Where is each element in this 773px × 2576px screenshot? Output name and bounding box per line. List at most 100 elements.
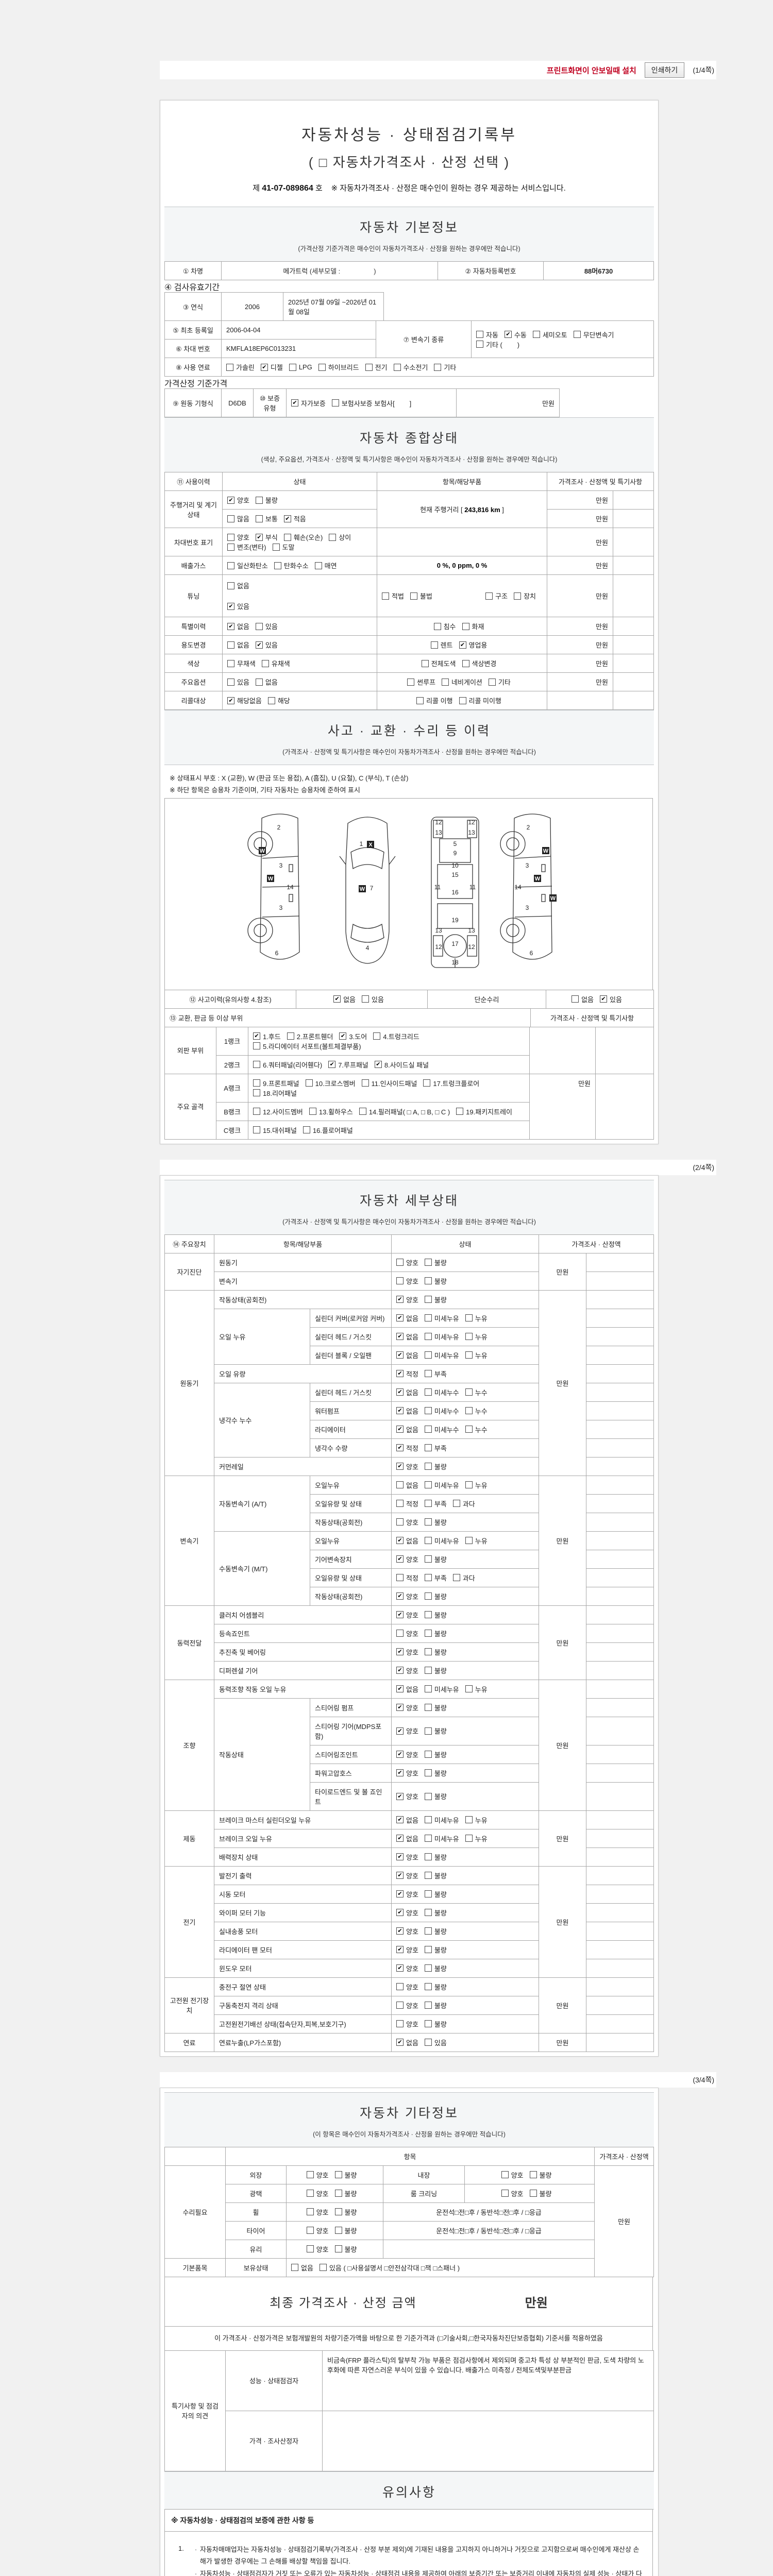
unchecked-checkbox-icon[interactable] (334, 2245, 342, 2253)
checkbox-option[interactable]: ✔ 양호 (396, 1610, 418, 1620)
checkbox-option[interactable]: 세미오토 (532, 330, 567, 340)
checkbox-option[interactable]: 누유 (465, 1480, 488, 1490)
unchecked-checkbox-icon[interactable] (334, 2171, 342, 2179)
unchecked-checkbox-icon[interactable] (488, 678, 496, 686)
checkbox-option[interactable]: ✔ 양호 (396, 1647, 418, 1657)
checked-checkbox-icon[interactable]: ✔ (396, 1555, 404, 1563)
unchecked-checkbox-icon[interactable] (227, 562, 234, 569)
checkbox-option[interactable]: 불량 (424, 1889, 447, 1899)
checkbox-option[interactable]: 15.대쉬패널 (253, 1125, 297, 1135)
unchecked-checkbox-icon[interactable] (396, 1259, 404, 1266)
checkbox-option[interactable]: 불량 (529, 2189, 551, 2198)
unchecked-checkbox-icon[interactable] (334, 2190, 342, 2197)
checkbox-option[interactable]: 색상변경 (462, 658, 496, 668)
checkbox-option[interactable]: 미세누유 (424, 1684, 459, 1694)
checkbox-option[interactable]: ✔ 양호 (396, 1750, 418, 1759)
checkbox-option[interactable]: ✔ 적정 (396, 1443, 418, 1453)
checkbox-option[interactable]: 4.트렁크리드 (373, 1031, 419, 1041)
checked-checkbox-icon[interactable]: ✔ (227, 697, 234, 704)
unchecked-checkbox-icon[interactable] (334, 2227, 342, 2234)
checkbox-option[interactable]: 불량 (424, 1982, 447, 1992)
unchecked-checkbox-icon[interactable] (423, 1079, 431, 1087)
unchecked-checkbox-icon[interactable] (334, 2208, 342, 2216)
unchecked-checkbox-icon[interactable] (361, 1079, 369, 1087)
checkbox-option[interactable]: ✔ 양호 (396, 1926, 418, 1936)
checkbox-option[interactable]: 미세누유 (424, 1332, 459, 1342)
unchecked-checkbox-icon[interactable] (306, 2171, 314, 2179)
unchecked-checkbox-icon[interactable] (424, 2002, 432, 2009)
checkbox-option[interactable]: 양호 (396, 2019, 418, 2029)
checkbox-option[interactable]: LPG (289, 363, 312, 371)
checkbox-option[interactable]: ✔ 없음 (396, 1406, 418, 1416)
checked-checkbox-icon[interactable]: ✔ (396, 1751, 404, 1758)
unchecked-checkbox-icon[interactable] (424, 1426, 432, 1433)
checkbox-option[interactable]: 없음 (396, 1480, 418, 1490)
unchecked-checkbox-icon[interactable] (274, 562, 281, 569)
unchecked-checkbox-icon[interactable] (465, 1537, 473, 1545)
checkbox-option[interactable]: 없음 (291, 2263, 313, 2273)
checkbox-option[interactable]: 과다 (452, 1499, 475, 1509)
unchecked-checkbox-icon[interactable] (424, 1277, 432, 1285)
checkbox-option[interactable]: 리콜 미이행 (459, 696, 501, 705)
checkbox-option[interactable]: 누수 (465, 1425, 488, 1434)
checkbox-option[interactable]: 없음 (255, 677, 278, 687)
unchecked-checkbox-icon[interactable] (227, 659, 234, 667)
checkbox-option[interactable]: 기타 (488, 677, 511, 687)
unchecked-checkbox-icon[interactable] (424, 1388, 432, 1396)
unchecked-checkbox-icon[interactable] (465, 1388, 473, 1396)
checkbox-option[interactable]: ✔ 양호 (396, 1666, 418, 1675)
checked-checkbox-icon[interactable]: ✔ (396, 1685, 404, 1693)
checkbox-option[interactable]: 미세누유 (424, 1313, 459, 1323)
checked-checkbox-icon[interactable]: ✔ (396, 1388, 404, 1396)
checkbox-option[interactable]: 미세누수 (424, 1406, 459, 1416)
unchecked-checkbox-icon[interactable] (359, 1108, 366, 1115)
checkbox-option[interactable]: 적정 (396, 1573, 418, 1583)
unchecked-checkbox-icon[interactable] (424, 1792, 432, 1800)
checkbox-option[interactable]: 양호 (306, 2170, 329, 2180)
checkbox-option[interactable]: 훼손(오손) (283, 532, 323, 542)
checkbox-option[interactable]: 불량 (424, 1908, 447, 1918)
checked-checkbox-icon[interactable]: ✔ (396, 1351, 404, 1359)
checkbox-option[interactable]: 불량 (424, 1963, 447, 1973)
unchecked-checkbox-icon[interactable] (424, 1946, 432, 1954)
unchecked-checkbox-icon[interactable] (314, 562, 322, 569)
unchecked-checkbox-icon[interactable] (424, 1500, 432, 1507)
unchecked-checkbox-icon[interactable] (227, 641, 234, 649)
checkbox-option[interactable]: 불량 (424, 1703, 447, 1713)
checkbox-option[interactable]: 기타 ( ) (476, 340, 519, 349)
checkbox-option[interactable]: 누유 (465, 1350, 488, 1360)
checkbox-option[interactable]: 양호 (306, 2189, 329, 2198)
checked-checkbox-icon[interactable]: ✔ (396, 1890, 404, 1898)
checkbox-option[interactable]: 상이 (329, 532, 351, 542)
unchecked-checkbox-icon[interactable] (424, 1667, 432, 1674)
checked-checkbox-icon[interactable]: ✔ (283, 515, 291, 522)
checked-checkbox-icon[interactable]: ✔ (396, 1667, 404, 1674)
checked-checkbox-icon[interactable]: ✔ (396, 1816, 404, 1824)
checkbox-option[interactable]: 미세누유 (424, 1834, 459, 1843)
unchecked-checkbox-icon[interactable] (465, 1481, 473, 1489)
checkbox-option[interactable]: 5.라디에이터 서포트(볼트체결부품) (253, 1041, 361, 1051)
unchecked-checkbox-icon[interactable] (303, 1126, 310, 1134)
unchecked-checkbox-icon[interactable] (396, 1500, 404, 1507)
checkbox-option[interactable]: 유채색 (261, 658, 290, 668)
unchecked-checkbox-icon[interactable] (462, 622, 469, 630)
checked-checkbox-icon[interactable]: ✔ (459, 641, 466, 649)
checked-checkbox-icon[interactable]: ✔ (396, 1537, 404, 1545)
checkbox-option[interactable]: 9.프론트패널 (253, 1078, 299, 1088)
unchecked-checkbox-icon[interactable] (424, 1853, 432, 1861)
checked-checkbox-icon[interactable]: ✔ (339, 1032, 347, 1040)
checkbox-option[interactable]: 매연 (314, 561, 337, 570)
checkbox-option[interactable]: 없음 (227, 581, 372, 590)
unchecked-checkbox-icon[interactable] (459, 697, 466, 704)
checkbox-option[interactable]: 불량 (424, 1926, 447, 1936)
unchecked-checkbox-icon[interactable] (329, 533, 337, 541)
checkbox-option[interactable]: 장치 (514, 591, 536, 601)
checked-checkbox-icon[interactable]: ✔ (255, 641, 263, 649)
checkbox-option[interactable]: 자동 (476, 330, 498, 340)
unchecked-checkbox-icon[interactable] (396, 1277, 404, 1285)
unchecked-checkbox-icon[interactable] (424, 1769, 432, 1777)
unchecked-checkbox-icon[interactable] (572, 995, 579, 1003)
unchecked-checkbox-icon[interactable] (424, 2020, 432, 2028)
checkbox-option[interactable]: 부족 (424, 1499, 447, 1509)
checkbox-option[interactable]: 도말 (272, 542, 294, 552)
